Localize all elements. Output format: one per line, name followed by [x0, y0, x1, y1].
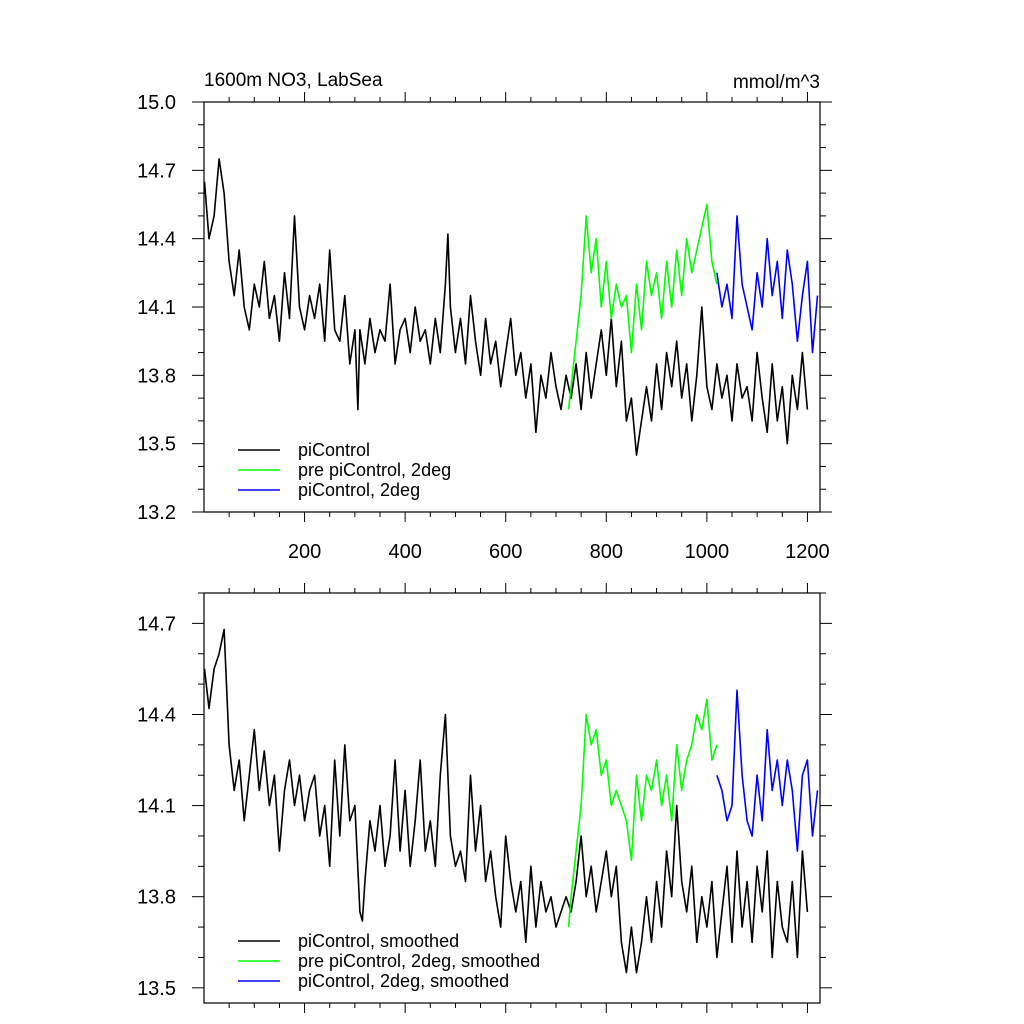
plot-frame: [203, 592, 821, 1004]
legend-label: piControl: [298, 440, 370, 460]
legend-label: piControl, 2deg, smoothed: [298, 971, 509, 991]
y-tick-label: 14.7: [137, 613, 176, 635]
x-tick-label: 200: [288, 541, 321, 563]
series-line-1: [567, 698, 718, 928]
y-tick-label: 14.4: [137, 704, 176, 726]
series-line-1: [567, 203, 718, 410]
legend-label: pre piControl, 2deg, smoothed: [298, 951, 540, 971]
x-tick-label: 1200: [785, 541, 830, 563]
legend-label: pre piControl, 2deg: [298, 460, 451, 480]
units-label: mmol/m^3: [733, 72, 820, 93]
series-line-0: [204, 628, 809, 974]
y-tick-label: 13.5: [137, 978, 176, 1000]
y-tick-label: 13.8: [137, 365, 176, 387]
y-tick-label: 14.7: [137, 160, 176, 182]
y-tick-label: 14.1: [137, 796, 176, 818]
series-line-2: [716, 689, 819, 852]
x-tick-label: 800: [590, 541, 623, 563]
plot-frame: [203, 101, 821, 513]
y-tick-label: 15.0: [137, 92, 176, 114]
x-tick-label: 600: [489, 541, 522, 563]
y-tick-label: 13.8: [137, 887, 176, 909]
x-tick-label: 1000: [685, 541, 730, 563]
y-tick-label: 13.5: [137, 434, 176, 456]
legend-label: piControl, 2deg: [298, 480, 420, 500]
x-tick-label: 400: [388, 541, 421, 563]
y-tick-label: 14.4: [137, 229, 176, 251]
chart-title: 1600m NO3, LabSea: [204, 70, 383, 91]
y-tick-label: 13.2: [137, 502, 176, 524]
top-panel: 200 400 600 800 1000 1200 13.2 13.5 13.8 14.1 14.4…: [137, 70, 832, 563]
series-line-2: [716, 215, 819, 354]
series-line-0: [204, 158, 809, 456]
y-tick-label: 14.1: [137, 297, 176, 319]
legend-label: piControl, smoothed: [298, 931, 459, 951]
